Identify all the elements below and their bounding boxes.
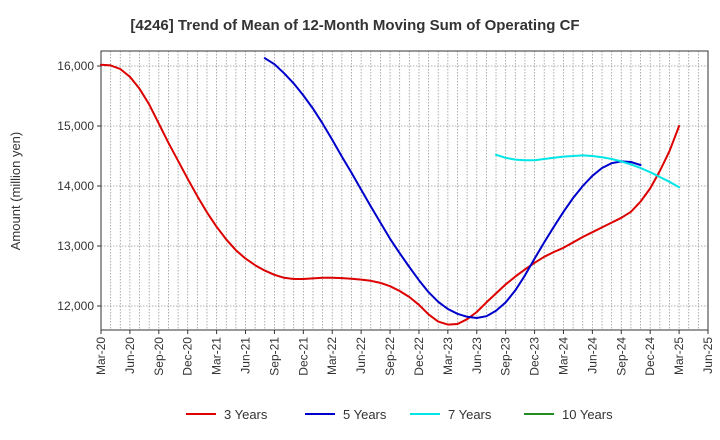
x-tick-label: Mar-21 [210,337,224,375]
plot-area [100,50,709,331]
x-tick-label: Dec-23 [528,337,542,376]
x-tick-label: Dec-21 [296,337,310,376]
y-tick-label: 15,000 [57,119,94,133]
x-tick-label: Jun-24 [585,337,599,374]
y-axis-ticks: 12,000 13,000 14,000 15,000 16,000 [57,59,101,313]
x-tick-label: Dec-22 [412,337,426,376]
x-tick-label: Sep-21 [267,337,281,376]
legend-label: 10 Years [562,407,613,422]
x-tick-label: Sep-22 [383,337,397,376]
x-tick-label: Jun-21 [239,337,253,374]
x-tick-label: Mar-22 [325,337,339,375]
x-tick-label: Jun-20 [123,337,137,374]
legend: 3 Years 5 Years 7 Years 10 Years [186,407,613,422]
y-tick-label: 16,000 [57,59,94,73]
x-tick-label: Jun-23 [470,337,484,374]
legend-label: 7 Years [448,407,492,422]
y-tick-label: 14,000 [57,179,94,193]
x-tick-label: Sep-20 [152,337,166,376]
legend-label: 3 Years [224,407,268,422]
y-axis-label: Amount (million yen) [8,132,23,251]
x-tick-label: Mar-23 [441,337,455,375]
x-tick-label: Dec-24 [643,337,657,376]
series-line-3-years [100,63,681,326]
x-tick-label: Jun-22 [354,337,368,374]
y-tick-label: 12,000 [57,299,94,313]
chart-title: [4246] Trend of Mean of 12-Month Moving … [130,17,579,34]
x-tick-label: Mar-24 [556,337,570,375]
y-tick-label: 13,000 [57,239,94,253]
series-lines [100,57,681,326]
x-tick-label: Mar-25 [672,337,686,375]
gridlines [100,51,709,330]
x-tick-label: Mar-20 [94,337,108,375]
series-line-5-years [263,57,642,319]
x-tick-label: Sep-24 [614,337,628,376]
x-tick-label: Jun-25 [701,337,715,374]
x-tick-label: Sep-23 [499,337,513,376]
legend-label: 5 Years [343,407,387,422]
x-axis-ticks: Mar-20 Jun-20 Sep-20 Dec-20 Mar-21 Jun-21 Sep-… [94,330,715,376]
x-tick-label: Dec-20 [181,337,195,376]
series-line-7-years [495,153,681,189]
